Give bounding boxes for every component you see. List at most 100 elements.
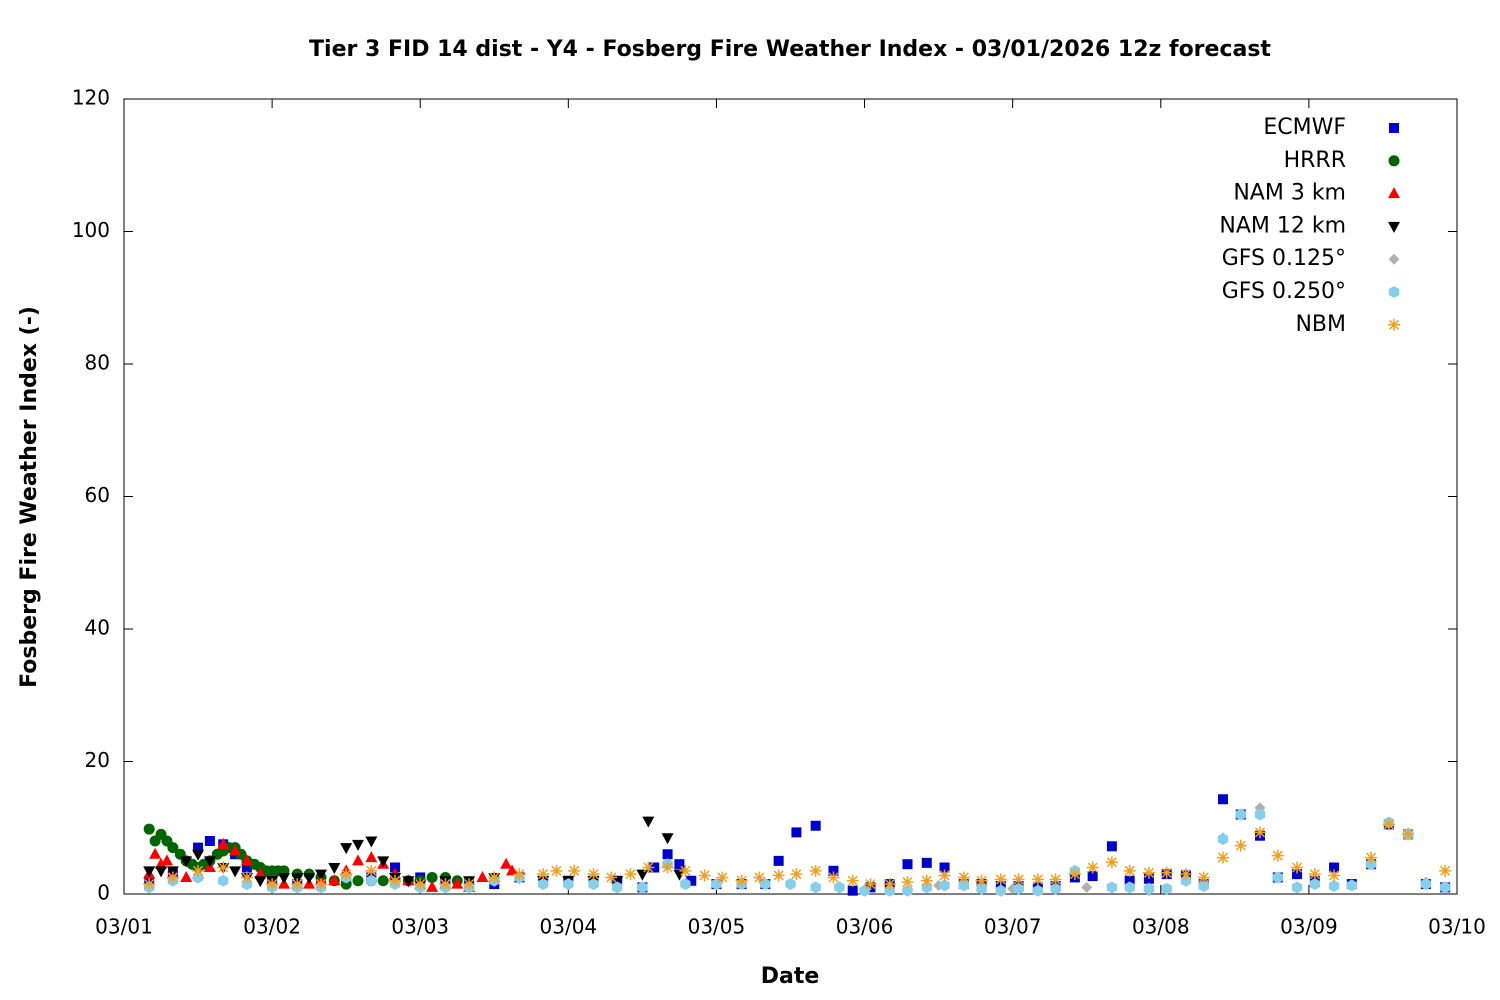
data-point [612, 881, 623, 894]
data-point [390, 862, 401, 873]
data-point [439, 878, 452, 891]
data-point [1086, 861, 1099, 874]
data-point [488, 871, 501, 884]
data-point [149, 847, 162, 859]
legend-marker [1388, 253, 1400, 265]
data-point [1234, 839, 1247, 852]
data-point [240, 871, 253, 884]
data-point [902, 884, 913, 897]
data-point [240, 854, 253, 866]
legend-marker [1388, 286, 1400, 298]
data-point [229, 866, 242, 878]
legend-label: NAM 3 km [1233, 181, 1346, 206]
data-point [143, 866, 156, 878]
data-point [303, 872, 316, 884]
data-point [1402, 828, 1415, 841]
data-point [377, 856, 390, 868]
data-point [901, 876, 914, 889]
data-point [426, 871, 438, 883]
data-point [662, 849, 673, 860]
x-axis-label: Date [761, 964, 820, 989]
data-point [352, 875, 364, 887]
data-point [834, 881, 845, 894]
data-point [1216, 851, 1229, 864]
data-point [291, 878, 304, 891]
data-point [1328, 880, 1340, 893]
x-tick-label: 03/04 [540, 915, 598, 939]
data-point [1106, 881, 1118, 894]
data-point [920, 874, 933, 887]
data-point [810, 820, 821, 831]
data-point [1439, 864, 1452, 877]
data-point [1160, 866, 1173, 879]
data-point [810, 881, 821, 894]
data-point [160, 854, 173, 866]
data-point [314, 878, 327, 891]
data-point [1439, 881, 1451, 894]
data-point [1217, 794, 1228, 805]
data-point [1420, 878, 1432, 891]
data-point [1346, 879, 1358, 892]
data-point [975, 874, 988, 887]
data-point [203, 856, 216, 868]
data-point [463, 878, 476, 891]
data-point [661, 833, 674, 845]
data-point [1291, 861, 1304, 874]
data-point [1049, 873, 1062, 886]
data-point [277, 872, 290, 884]
data-point [1217, 833, 1229, 846]
data-point [1012, 873, 1025, 886]
data-point [679, 864, 692, 877]
data-point [827, 871, 840, 884]
data-point [1292, 869, 1303, 880]
data-point [1123, 864, 1136, 877]
y-tick-label: 60 [85, 483, 110, 507]
data-point [314, 869, 327, 881]
legend-label: GFS 0.125° [1222, 246, 1346, 271]
legend-marker [1388, 318, 1400, 331]
data-point [1365, 851, 1378, 864]
x-tick-label: 03/08 [1132, 915, 1190, 939]
data-point [605, 871, 618, 884]
legend-marker [1388, 155, 1400, 167]
data-point [1198, 880, 1209, 893]
data-point [192, 864, 205, 877]
legend-marker [1389, 123, 1399, 133]
data-point [847, 885, 858, 896]
data-point [846, 874, 859, 887]
data-point [637, 881, 648, 894]
data-point [328, 874, 341, 886]
data-point [537, 868, 550, 881]
data-point [791, 827, 802, 838]
legend-label: GFS 0.250° [1222, 279, 1346, 304]
x-tick-label: 03/01 [95, 915, 153, 939]
data-point [1161, 882, 1172, 895]
y-tick-label: 20 [85, 748, 110, 772]
x-tick-label: 03/10 [1428, 915, 1486, 939]
data-point [476, 870, 489, 882]
data-point [994, 873, 1007, 886]
data-point [939, 879, 950, 892]
data-point [550, 864, 563, 877]
data-point [753, 871, 766, 884]
data-point [828, 865, 839, 876]
x-tick-label: 03/03 [391, 915, 449, 939]
data-point [995, 884, 1007, 897]
legend-marker [1388, 187, 1400, 199]
data-point [1068, 868, 1081, 881]
data-point [587, 868, 600, 881]
data-point [389, 874, 402, 887]
data-point [958, 879, 969, 892]
data-point [902, 859, 913, 870]
data-point [624, 868, 637, 881]
data-point [563, 878, 574, 891]
y-tick-label: 80 [85, 351, 110, 375]
x-tick-label: 03/06 [836, 915, 894, 939]
data-point [1105, 856, 1118, 869]
data-point [1254, 826, 1267, 839]
legend-label: NAM 12 km [1219, 213, 1346, 238]
data-point [204, 836, 215, 846]
data-point [790, 868, 803, 881]
data-point [1032, 884, 1044, 897]
x-tick-label: 03/07 [984, 915, 1042, 939]
